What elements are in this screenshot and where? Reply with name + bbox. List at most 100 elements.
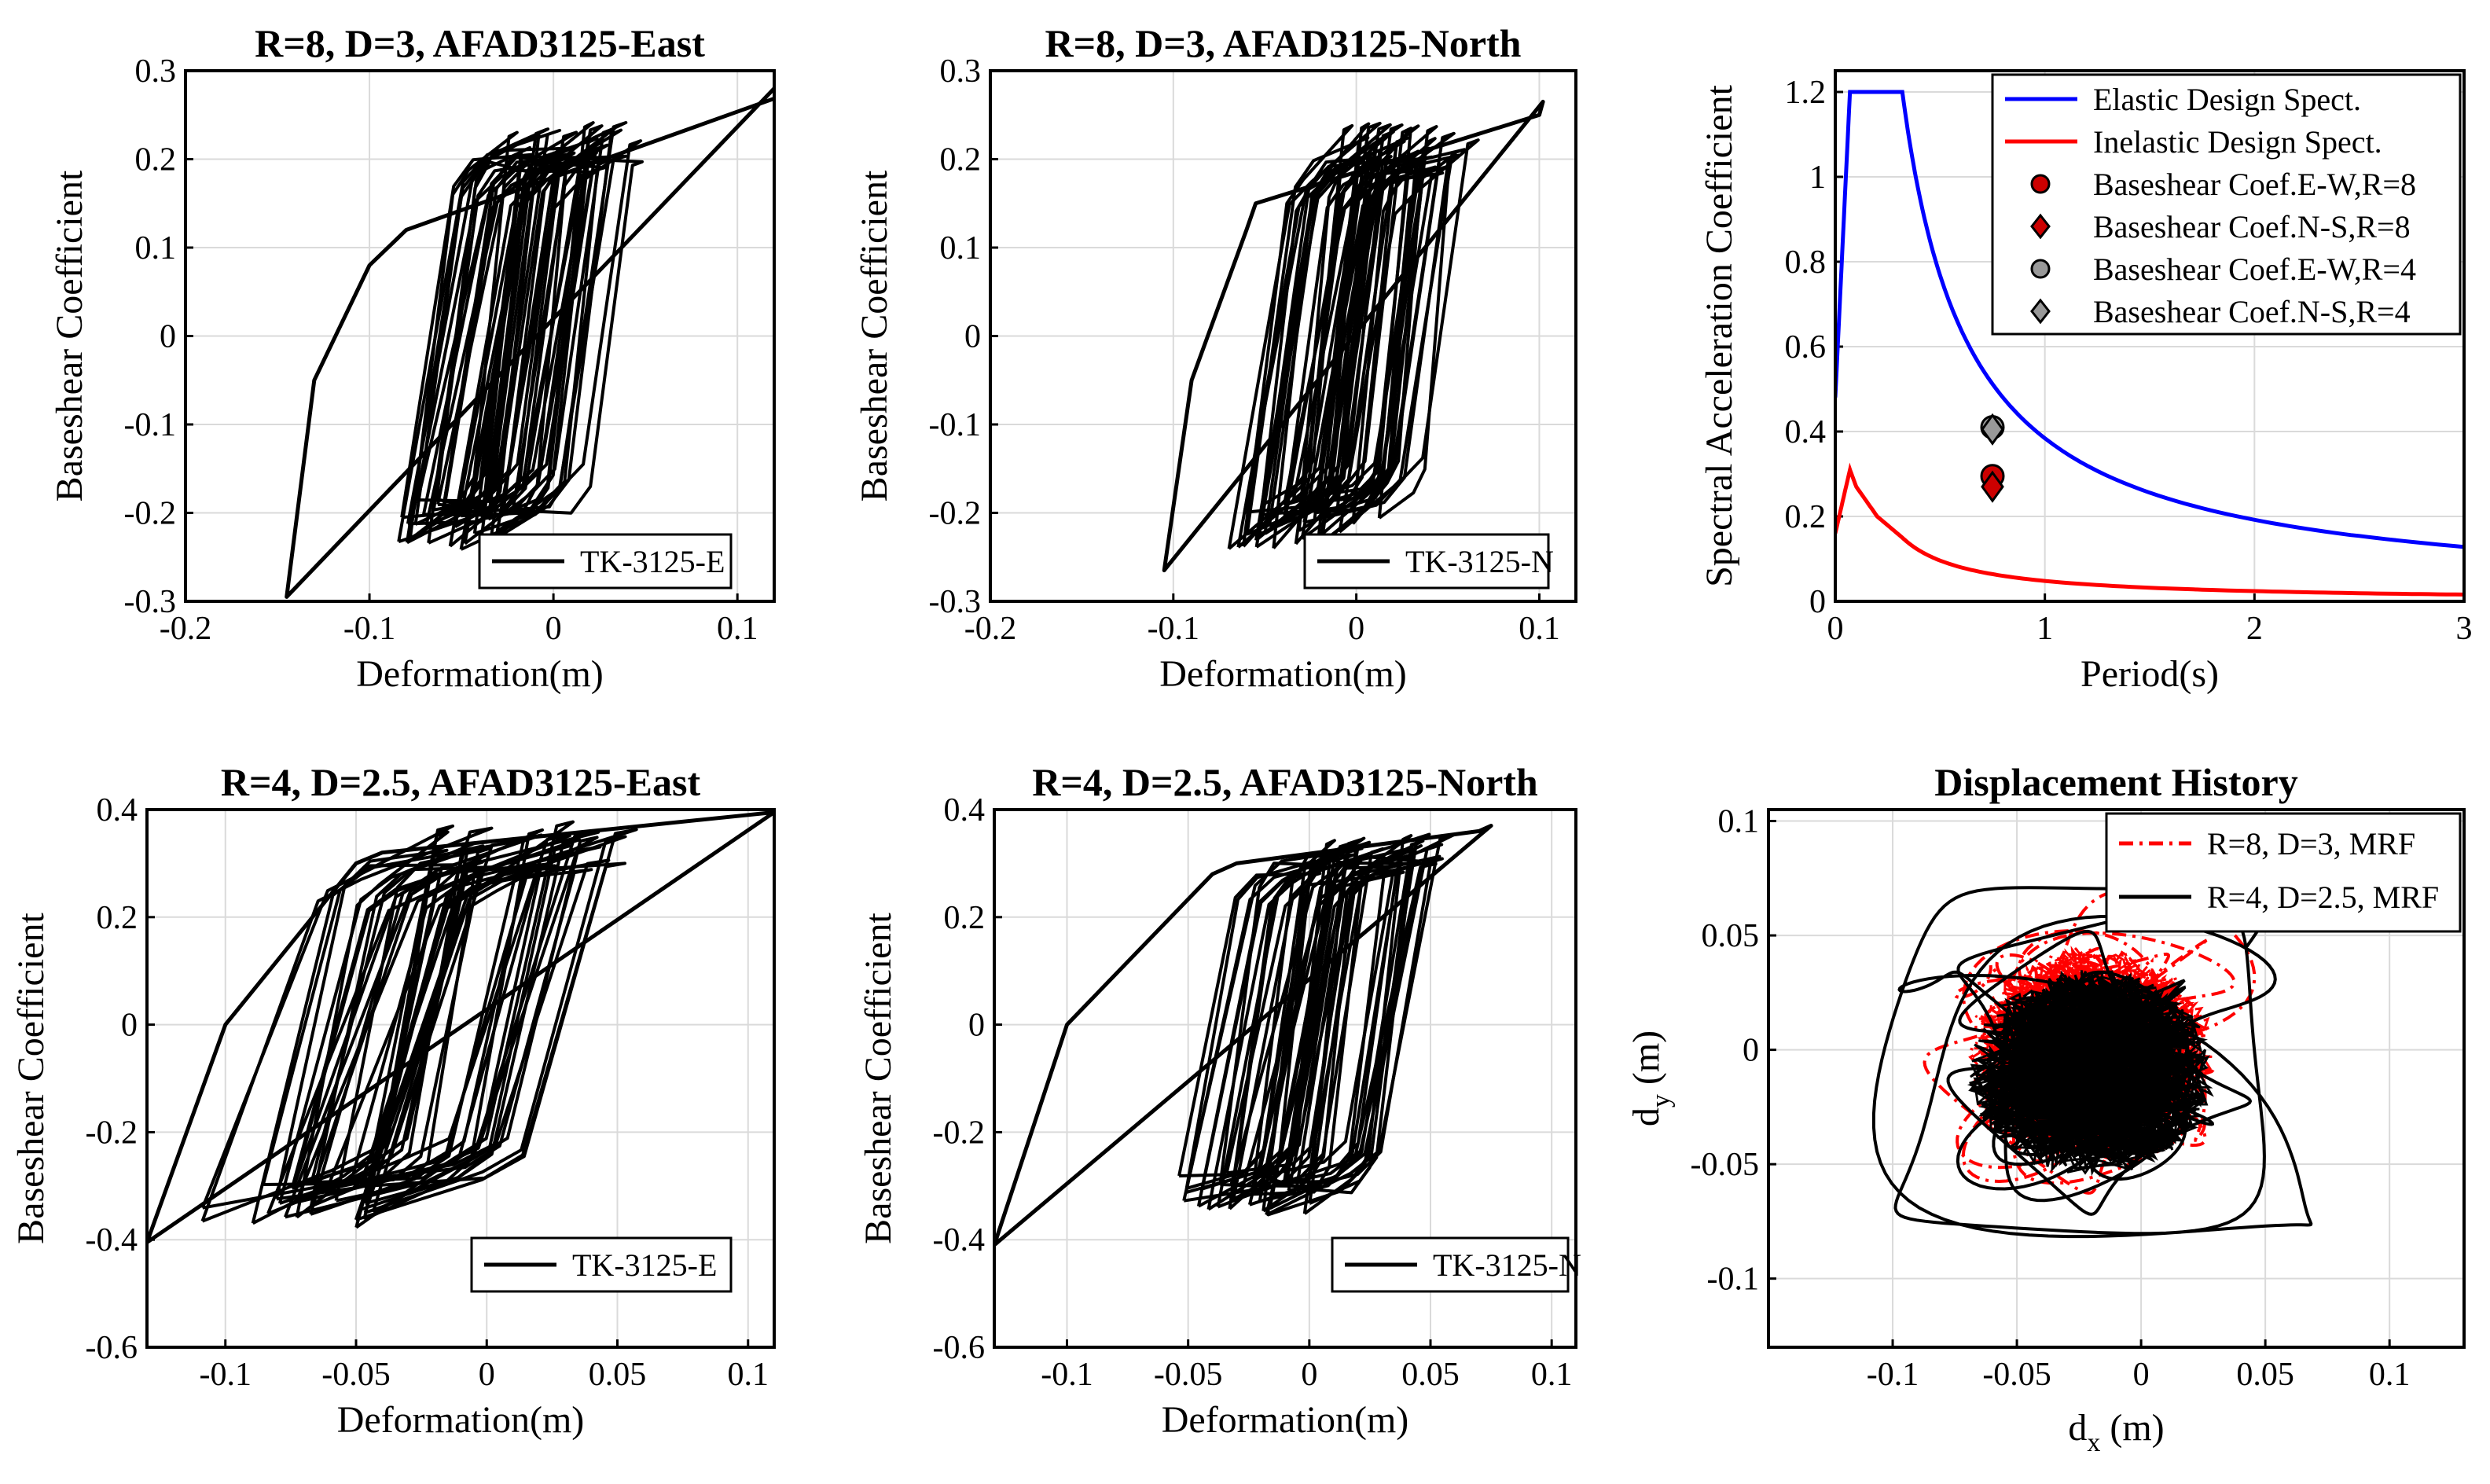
y-axis-label: Baseshear Coefficient bbox=[854, 170, 895, 501]
hysteresis-loop bbox=[408, 130, 519, 542]
x-axis-label: Deformation(m) bbox=[356, 653, 604, 695]
hysteresis-loop bbox=[368, 861, 626, 1188]
y-tick-label: 0.3 bbox=[940, 53, 982, 90]
hysteresis-envelope bbox=[1162, 99, 1545, 573]
x-tick-label: 0 bbox=[2133, 1357, 2150, 1393]
legend-label: TK-3125-E bbox=[572, 1247, 717, 1283]
y-axis-label-sub: y bbox=[1647, 1094, 1676, 1107]
y-tick-label: -0.3 bbox=[929, 584, 982, 620]
x-tick-label: 0.05 bbox=[2236, 1357, 2294, 1393]
legend-label: R=8, D=3, MRF bbox=[2207, 826, 2415, 861]
chart-title: Displacement History bbox=[1934, 760, 2297, 804]
legend-label: Inelastic Design Spect. bbox=[2093, 124, 2382, 160]
y-axis-label-unit: (m) bbox=[1625, 1030, 1667, 1094]
hysteresis-loop bbox=[1265, 832, 1456, 1217]
axes-frame bbox=[993, 808, 1577, 1349]
hysteresis-loop bbox=[284, 830, 600, 1219]
y-tick-label: 0.05 bbox=[1702, 918, 1760, 954]
axes-frame bbox=[1834, 69, 2466, 603]
chart-title: R=4, D=2.5, AFAD3125-East bbox=[221, 760, 701, 804]
hysteresis-loop bbox=[313, 864, 558, 1185]
x-tick-label: -0.05 bbox=[321, 1357, 391, 1393]
legend: TK-3125-N bbox=[1331, 1236, 1581, 1293]
x-tick-label: -0.1 bbox=[343, 611, 396, 647]
y-tick-label: 0.3 bbox=[135, 53, 177, 90]
hysteresis-loop bbox=[1243, 158, 1400, 514]
x-axis-label: Deformation(m) bbox=[1159, 653, 1407, 695]
y-tick-label: 0.1 bbox=[940, 230, 982, 266]
y-tick-label: 0.4 bbox=[1785, 414, 1827, 450]
axes-frame bbox=[1767, 808, 2466, 1349]
x-tick-label: 0.1 bbox=[728, 1357, 769, 1393]
hysteresis-envelope bbox=[994, 824, 1493, 1247]
y-tick-label: 1.2 bbox=[1785, 75, 1827, 111]
hysteresis-loop bbox=[1338, 138, 1480, 534]
legend-label: Baseshear Coef.E-W,R=8 bbox=[2093, 167, 2416, 202]
plot-p1: -0.2 -0.1 0 0.1-0.3-0.2-0.100.10.20.3R=8, D… bbox=[49, 21, 776, 695]
hysteresis-loop bbox=[1258, 136, 1410, 536]
hysteresis-loop bbox=[459, 121, 628, 551]
y-tick-label: -0.2 bbox=[124, 496, 177, 532]
marker-diamond bbox=[1981, 470, 2004, 503]
y-tick-label: 0.2 bbox=[940, 142, 982, 178]
x-tick-label: 0.1 bbox=[1519, 611, 1560, 647]
y-tick-label: 0.8 bbox=[1785, 244, 1827, 281]
x-axis-label: dx (m) bbox=[2068, 1407, 2164, 1457]
y-tick-label: 0.4 bbox=[944, 792, 986, 828]
x-axis-label-sub: x bbox=[2087, 1428, 2100, 1457]
legend-label: TK-3125-E bbox=[580, 544, 725, 579]
x-tick-label: 3 bbox=[2456, 611, 2473, 647]
x-tick-label: -0.1 bbox=[1867, 1357, 1919, 1393]
y-tick-label: 0 bbox=[121, 1008, 138, 1044]
legend-label: TK-3125-N bbox=[1405, 544, 1554, 579]
x-tick-label: -0.2 bbox=[160, 611, 212, 647]
x-axis-label-unit: (m) bbox=[2100, 1407, 2164, 1449]
y-tick-label: 0 bbox=[964, 319, 981, 355]
legend-label: Baseshear Coef.N-S,R=4 bbox=[2093, 294, 2411, 329]
y-axis-label: dy (m) bbox=[1625, 1030, 1676, 1126]
y-tick-label: -0.4 bbox=[933, 1222, 986, 1258]
hysteresis-loop bbox=[1254, 123, 1404, 549]
hysteresis-loop bbox=[489, 128, 622, 544]
x-tick-label: -0.05 bbox=[1982, 1357, 2051, 1393]
legend-label: Elastic Design Spect. bbox=[2093, 82, 2361, 117]
y-tick-label: -0.6 bbox=[86, 1330, 138, 1366]
legend-label: R=4, D=2.5, MRF bbox=[2207, 880, 2439, 915]
y-tick-label: -0.2 bbox=[933, 1115, 986, 1151]
legend: TK-3125-E bbox=[470, 1236, 733, 1293]
y-axis-label: Baseshear Coefficient bbox=[49, 170, 90, 501]
hysteresis-loop bbox=[334, 847, 491, 1203]
legend-label: TK-3125-N bbox=[1433, 1247, 1581, 1283]
data-layer bbox=[1871, 886, 2313, 1239]
hysteresis-loop bbox=[1266, 855, 1372, 1194]
y-axis-label: Spectral Acceleration Coefficient bbox=[1699, 84, 1740, 587]
hysteresis-loop bbox=[495, 139, 643, 533]
y-tick-label: 0 bbox=[160, 319, 176, 355]
hysteresis-loop bbox=[1316, 124, 1420, 548]
hysteresis-loop bbox=[511, 157, 644, 515]
hysteresis-loop bbox=[1227, 121, 1382, 550]
hysteresis-loop bbox=[200, 826, 494, 1223]
y-tick-label: 0 bbox=[1809, 584, 1826, 620]
x-tick-label: -0.2 bbox=[964, 611, 1017, 647]
data-layer bbox=[1835, 90, 2464, 597]
x-tick-label: 0.05 bbox=[589, 1357, 647, 1393]
data-layer bbox=[1162, 99, 1545, 573]
plot-p6: -0.1 -0.05 0 0.05 0.1 -0.1 -0.05 0 0.05 0.1 Displa… bbox=[1625, 760, 2466, 1457]
legend-swatch-diamond bbox=[2030, 298, 2051, 325]
y-tick-label: -0.1 bbox=[124, 407, 177, 443]
legend-box bbox=[1991, 73, 2462, 336]
hysteresis-envelope bbox=[147, 810, 774, 1245]
y-tick-label: 0.4 bbox=[97, 792, 138, 828]
legend-swatch-diamond bbox=[2030, 213, 2051, 240]
hysteresis-loop bbox=[1282, 165, 1437, 507]
y-axis-label: Baseshear Coefficient bbox=[10, 913, 52, 1244]
x-axis-label-main: d bbox=[2068, 1407, 2087, 1449]
axes-frame bbox=[145, 808, 776, 1349]
legend: TK-3125-N bbox=[1303, 533, 1554, 590]
hysteresis-loop bbox=[325, 858, 611, 1191]
x-tick-label: 0 bbox=[545, 611, 562, 647]
axes-frame bbox=[184, 69, 776, 603]
legend: TK-3125-E bbox=[478, 533, 733, 590]
